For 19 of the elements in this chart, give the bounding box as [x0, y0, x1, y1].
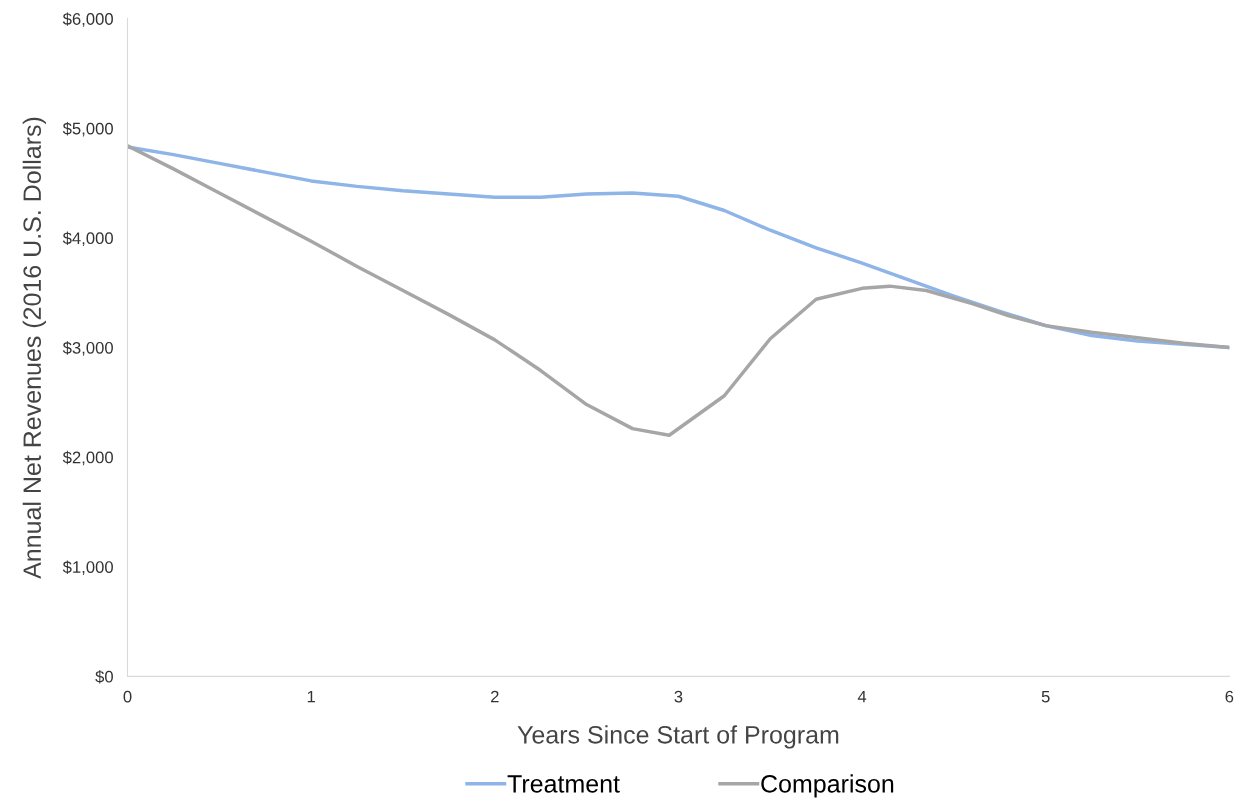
x-tick-label: 5 [1041, 690, 1050, 703]
y-tick-label: $6,000 [62, 12, 113, 27]
x-tick-label: 4 [857, 690, 867, 703]
x-tick-label: 1 [307, 690, 315, 703]
x-tick-label: 0 [123, 690, 132, 703]
legend-label: Treatment [507, 775, 620, 793]
line-series [127, 144, 1230, 437]
y-tick-label: $3,000 [62, 341, 113, 356]
x-tick-label: 2 [490, 690, 499, 703]
x-tick-label: 6 [1225, 690, 1234, 703]
y-tick-label: $2,000 [62, 450, 113, 466]
y-tick-label: $1,000 [62, 560, 113, 575]
x-tick-label: 3 [674, 690, 683, 703]
y-tick-label: $5,000 [62, 122, 113, 137]
legend-label: Comparison [761, 774, 894, 798]
y-tick-label: $0 [95, 670, 113, 684]
y-tick-label: $4,000 [62, 231, 113, 247]
y-axis-title: Annual Net Revenues (2016 U.S. Dollars) [22, 117, 46, 579]
x-axis-title: Years Since Start of Program [517, 725, 839, 749]
